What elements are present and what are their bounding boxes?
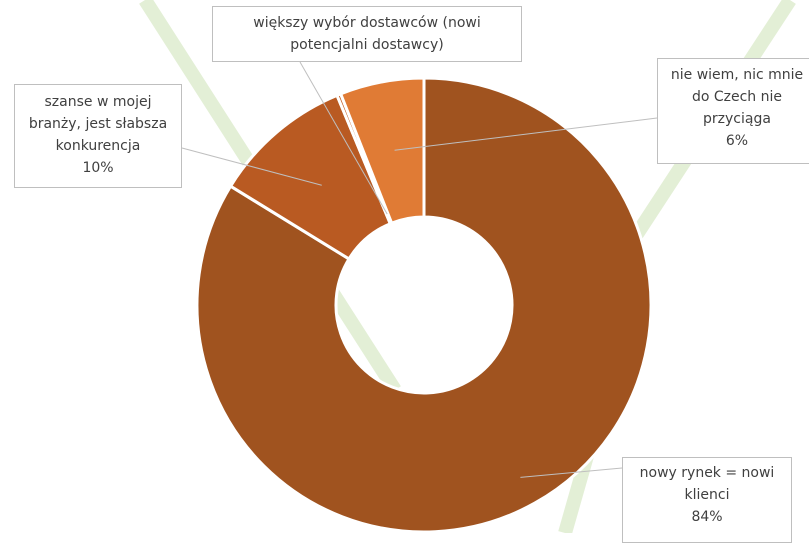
slice-label-nie-wiem: nie wiem, nic mnie do Czech nie przyciąg… bbox=[657, 58, 809, 164]
label-line: do Czech nie bbox=[658, 86, 809, 108]
slice-label-szanse: szanse w mojej branży, jest słabsza konk… bbox=[14, 84, 182, 188]
value-label: 10% bbox=[15, 157, 181, 179]
label-line: potencjalni dostawcy) bbox=[213, 34, 521, 56]
doughnut-slices bbox=[197, 78, 651, 532]
label-line: większy wybór dostawców (nowi bbox=[213, 12, 521, 34]
label-line: klienci bbox=[623, 484, 791, 506]
label-line: szanse w mojej bbox=[15, 91, 181, 113]
label-line: nowy rynek = nowi bbox=[623, 462, 791, 484]
slice-label-nowy-rynek: nowy rynek = nowi klienci 84% bbox=[622, 457, 792, 543]
value-label: 84% bbox=[623, 506, 791, 528]
value-label: 6% bbox=[658, 130, 809, 152]
label-line: przyciąga bbox=[658, 108, 809, 130]
label-line: branży, jest słabsza bbox=[15, 113, 181, 135]
label-line: nie wiem, nic mnie bbox=[658, 64, 809, 86]
slice-label-wiekszy-wybor: większy wybór dostawców (nowi potencjaln… bbox=[212, 6, 522, 62]
label-line: konkurencja bbox=[15, 135, 181, 157]
